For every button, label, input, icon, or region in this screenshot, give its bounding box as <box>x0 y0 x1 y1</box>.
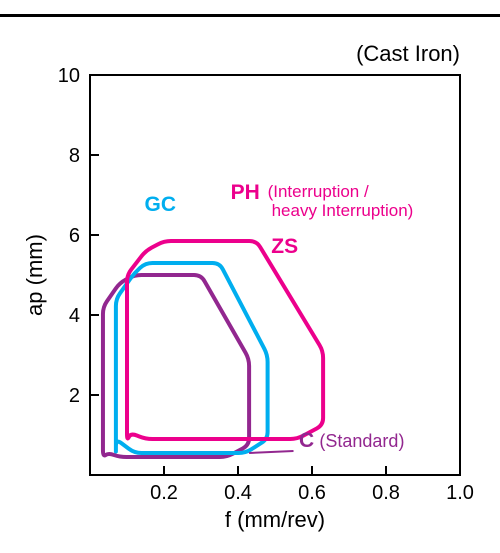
svg-text:0.6: 0.6 <box>298 482 326 504</box>
svg-text:0.4: 0.4 <box>224 482 252 504</box>
svg-text:0.8: 0.8 <box>372 482 400 504</box>
svg-text:1.0: 1.0 <box>446 482 474 504</box>
y-axis-label: ap (mm) <box>22 234 47 316</box>
svg-text:6: 6 <box>69 225 80 247</box>
label-c: C <box>299 429 314 452</box>
svg-text:10: 10 <box>58 65 80 87</box>
label-c-suffix: (Standard) <box>319 431 404 451</box>
label-ph-suffix: (Interruption /heavy Interruption) <box>268 182 414 220</box>
c-pointer <box>249 451 293 453</box>
top-rule <box>0 14 500 17</box>
region-c <box>103 275 249 457</box>
svg-text:4: 4 <box>69 305 80 327</box>
chart-subtitle: (Cast Iron) <box>356 41 460 66</box>
label-gc: GC <box>145 193 177 216</box>
chart: 0.2 0.4 0.6 0.8 1.0 2 4 6 8 10 f (mm/rev) ap (mm) (C… <box>0 0 500 553</box>
svg-text:0.2: 0.2 <box>150 482 178 504</box>
label-zs: ZS <box>271 235 298 258</box>
x-axis-label: f (mm/rev) <box>225 507 325 532</box>
svg-text:2: 2 <box>69 385 80 407</box>
region-gc <box>116 263 268 453</box>
svg-text:8: 8 <box>69 145 80 167</box>
label-ph: PH <box>231 181 260 204</box>
